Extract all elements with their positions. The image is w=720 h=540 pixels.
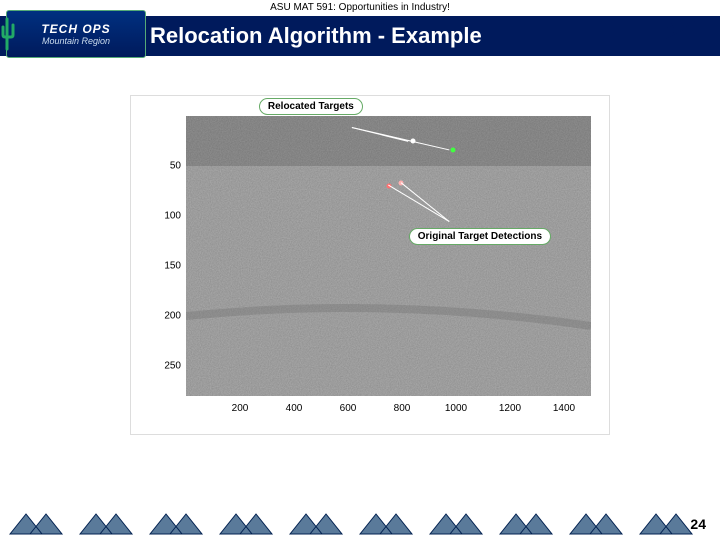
footer-triangles-icon xyxy=(0,500,720,540)
slide-footer: 24 xyxy=(0,500,720,540)
original-callout: Original Target Detections xyxy=(409,228,551,245)
page-number: 24 xyxy=(690,516,706,532)
x-tick: 800 xyxy=(382,403,422,414)
plot-area: 50100150200250 200400600800100012001400 … xyxy=(186,116,591,396)
y-tick: 100 xyxy=(151,211,181,222)
slide-title: Relocation Algorithm - Example xyxy=(150,23,482,49)
y-tick: 50 xyxy=(151,161,181,172)
techops-logo: TECH OPS Mountain Region xyxy=(6,10,146,58)
slide-header: ASU MAT 591: Opportunities in Industry! … xyxy=(0,0,720,56)
star-logo-icon xyxy=(640,18,700,54)
logo-line2: Mountain Region xyxy=(42,36,110,46)
x-tick: 600 xyxy=(328,403,368,414)
cactus-icon xyxy=(1,17,15,53)
y-tick: 200 xyxy=(151,311,181,322)
y-tick: 250 xyxy=(151,361,181,372)
chart-panel: 50100150200250 200400600800100012001400 … xyxy=(130,95,610,435)
x-tick: 1200 xyxy=(490,403,530,414)
x-tick: 200 xyxy=(220,403,260,414)
x-tick: 1000 xyxy=(436,403,476,414)
sonar-noise-image xyxy=(186,116,591,396)
y-tick: 150 xyxy=(151,261,181,272)
logo-line1: TECH OPS xyxy=(41,22,110,36)
relocated-callout: Relocated Targets xyxy=(259,98,363,115)
target-dot xyxy=(451,147,456,152)
x-tick: 400 xyxy=(274,403,314,414)
x-tick: 1400 xyxy=(544,403,584,414)
